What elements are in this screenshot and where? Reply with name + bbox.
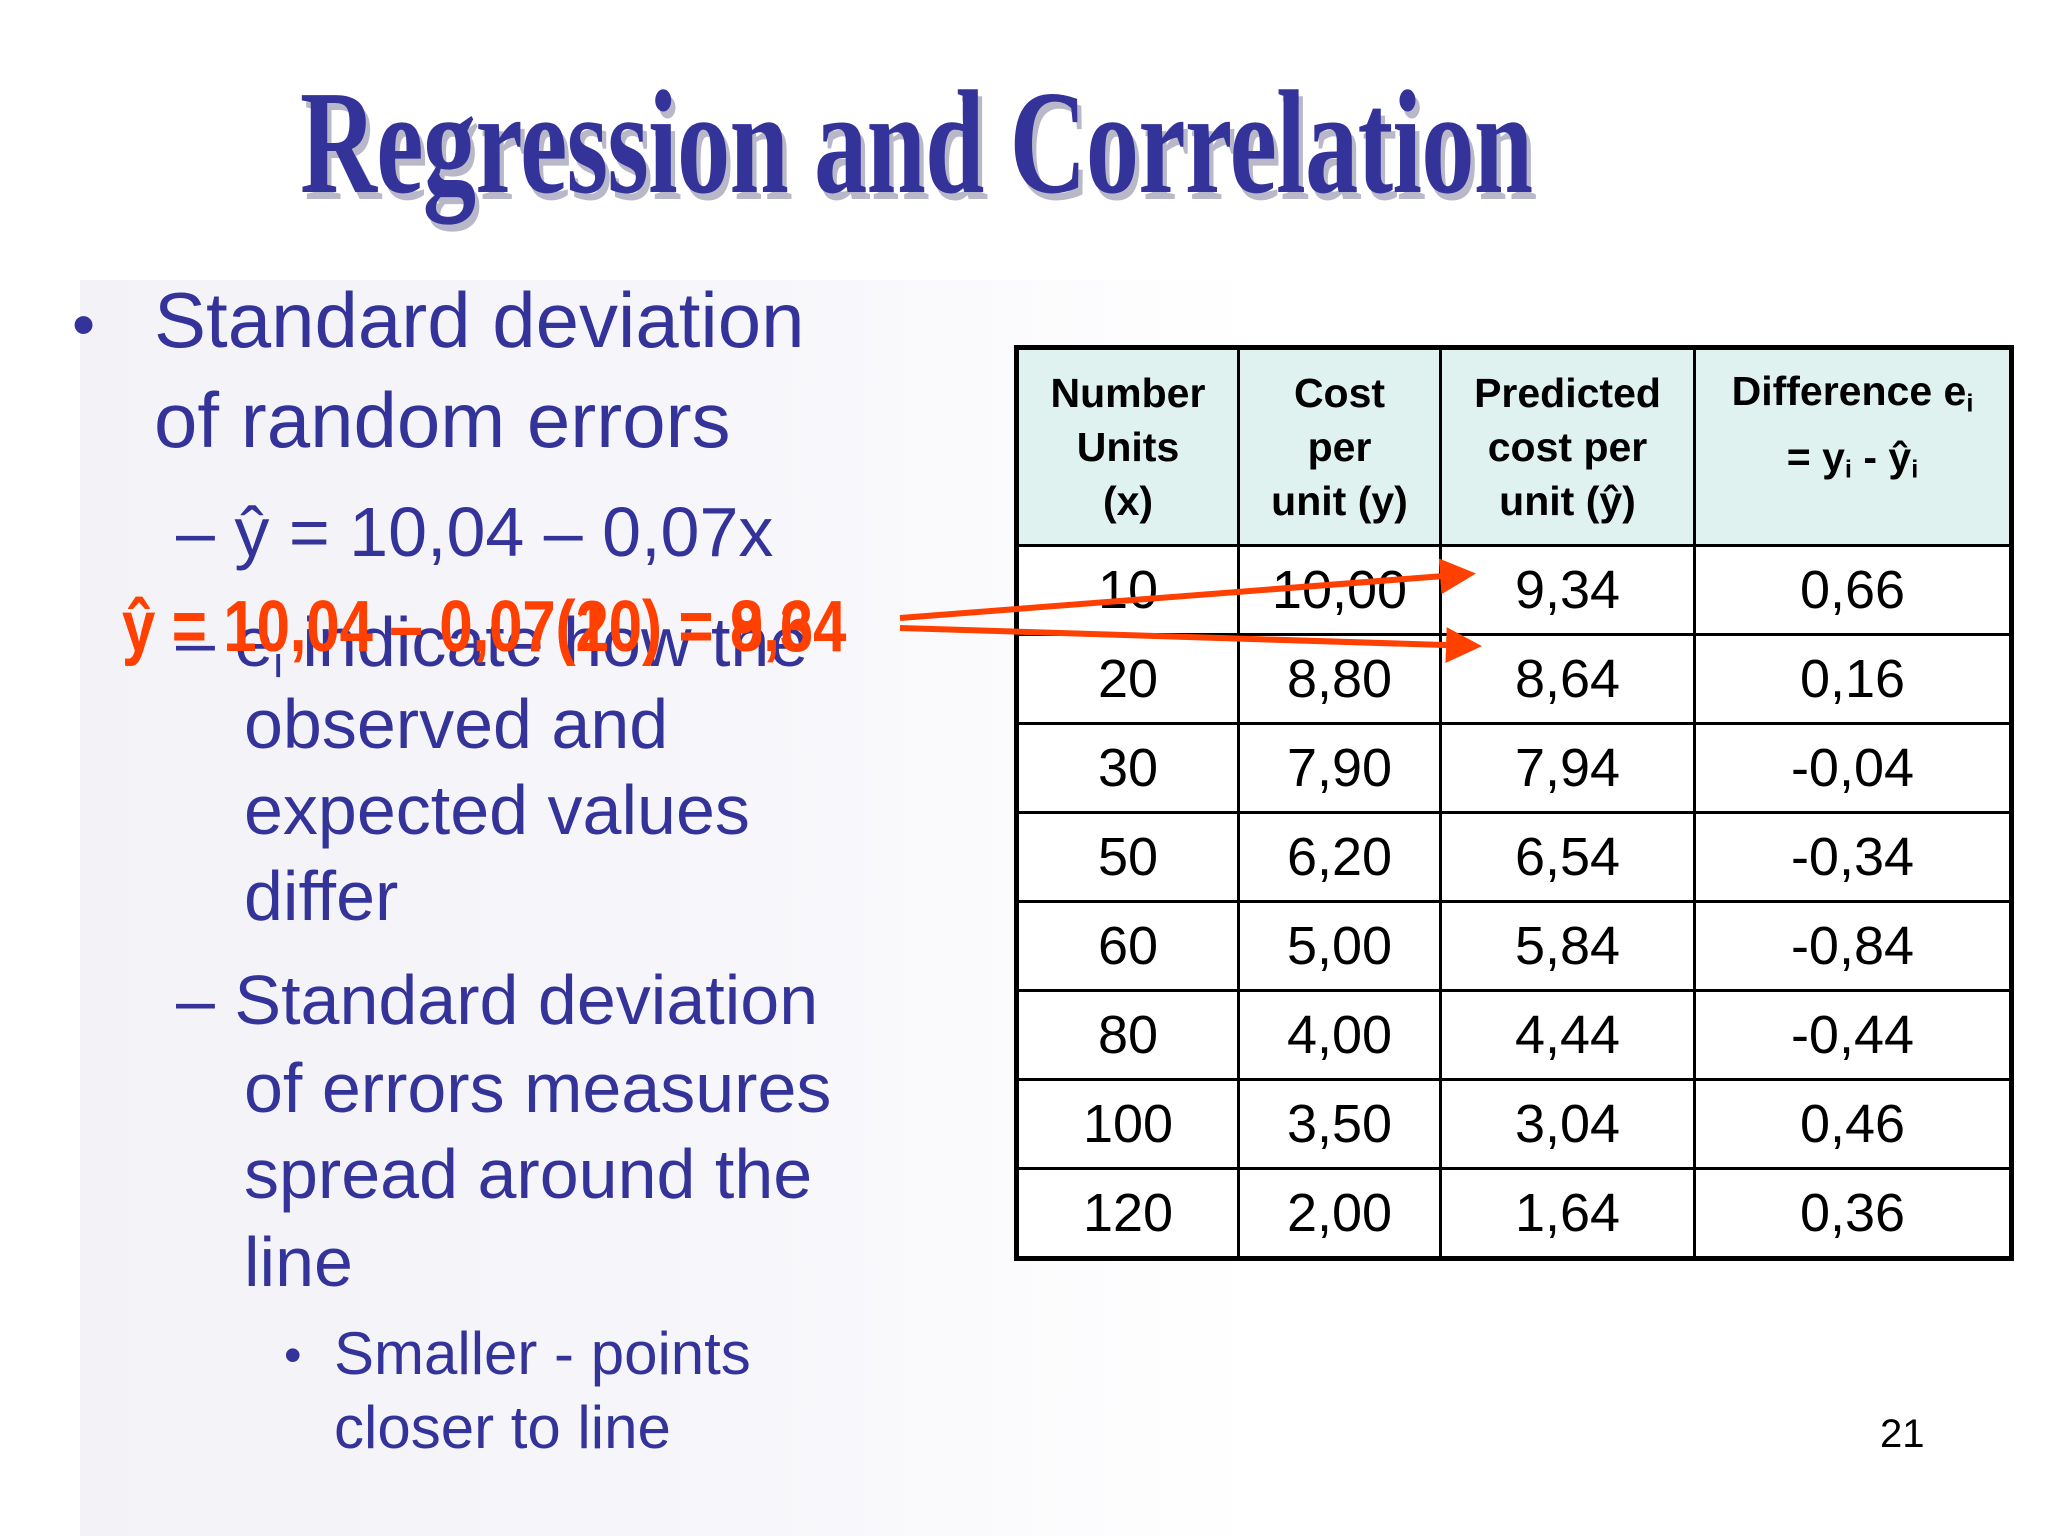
header-predicted-cost: Predicted cost per unit (ŷ) [1439,346,1696,547]
table-row: 10 10,00 9,34 0,66 [1015,544,2013,636]
cell-cost: 7,90 [1237,722,1442,814]
table-row: 50 6,20 6,54 -0,34 [1015,811,2013,903]
bullet-1-line-2: of random errors [154,376,731,464]
table-row: 120 2,00 1,64 0,36 [1015,1167,2013,1260]
page-number: 21 [1880,1412,1925,1456]
table-row: 100 3,50 3,04 0,46 [1015,1078,2013,1170]
cell-units: 20 [1015,633,1240,725]
cell-difference: -0,84 [1693,900,2013,992]
cell-predicted: 4,44 [1439,989,1696,1081]
dash-3-line-4: line [244,1223,353,1301]
slide-title: Regression and Correlation [300,61,1533,225]
dash-2-subscript: i [273,638,283,687]
regression-table: Number Units (x) Cost per unit (y) Predi… [1014,345,2014,1261]
cell-difference: -0,44 [1693,989,2013,1081]
cell-units: 120 [1015,1167,1240,1260]
cell-difference: 0,46 [1693,1078,2013,1170]
cell-cost: 3,50 [1237,1078,1442,1170]
table-header-row: Number Units (x) Cost per unit (y) Predi… [1015,346,2013,547]
overlay-equation-a: ŷ = 10,04 – 0,07(10) = 9,34 [122,587,847,667]
cell-cost: 2,00 [1237,1167,1442,1260]
dash-2-line-2: observed and [244,685,669,763]
overlay-equation-b: ŷ = 10,04 – 0,07(20) = 8,64 [122,587,847,667]
cell-units: 100 [1015,1078,1240,1170]
cell-predicted: 6,54 [1439,811,1696,903]
cell-difference: 0,66 [1693,544,2013,636]
cell-units: 50 [1015,811,1240,903]
dash-3-line-1: – Standard deviation [176,961,819,1039]
dash-2-prefix: – e [176,603,274,681]
cell-predicted: 8,64 [1439,633,1696,725]
cell-units: 10 [1015,544,1240,636]
sub-bullet-line-1: Smaller - points [334,1320,751,1387]
cell-difference: 0,16 [1693,633,2013,725]
sub-bullet-dot: • [284,1327,302,1383]
table-row: 60 5,00 5,84 -0,84 [1015,900,2013,992]
cell-predicted: 1,64 [1439,1167,1696,1260]
table-row: 80 4,00 4,44 -0,44 [1015,989,2013,1081]
dash-1-equation: – ŷ = 10,04 – 0,07x [176,493,774,571]
cell-predicted: 3,04 [1439,1078,1696,1170]
cell-predicted: 5,84 [1439,900,1696,992]
cell-cost: 8,80 [1237,633,1442,725]
cell-cost: 5,00 [1237,900,1442,992]
table-row: 20 8,80 8,64 0,16 [1015,633,2013,725]
bullet-dot: • [72,287,96,361]
dash-2-rest: indicate how the [282,603,809,681]
dash-2-line-1: – ei indicate how the [176,598,808,707]
table-body: 10 10,00 9,34 0,66 20 8,80 8,64 0,16 30 7,90 7,94-… [1015,544,2013,1260]
cell-units: 80 [1015,989,1240,1081]
cell-predicted: 7,94 [1439,722,1696,814]
cell-difference: -0,34 [1693,811,2013,903]
cell-cost: 4,00 [1237,989,1442,1081]
cell-units: 60 [1015,900,1240,992]
dash-2-line-4: differ [244,857,399,935]
dash-3-line-3: spread around the [244,1135,813,1213]
cell-cost: 6,20 [1237,811,1442,903]
bullet-1-line-1: Standard deviation [154,276,805,364]
cell-units: 30 [1015,722,1240,814]
cell-predicted: 9,34 [1439,544,1696,636]
cell-difference: -0,04 [1693,722,2013,814]
cell-cost: 10,00 [1237,544,1442,636]
dash-2-line-3: expected values [244,771,750,849]
sub-bullet-line-2: closer to line [334,1394,671,1461]
header-number-units: Number Units (x) [1015,346,1240,547]
header-cost-per-unit: Cost per unit (y) [1237,346,1442,547]
table-row: 30 7,90 7,94 -0,04 [1015,722,2013,814]
dash-3-line-2: of errors measures [244,1049,832,1127]
cell-difference: 0,36 [1693,1167,2013,1260]
header-difference: Difference ei = yi - ŷi [1693,346,2013,547]
